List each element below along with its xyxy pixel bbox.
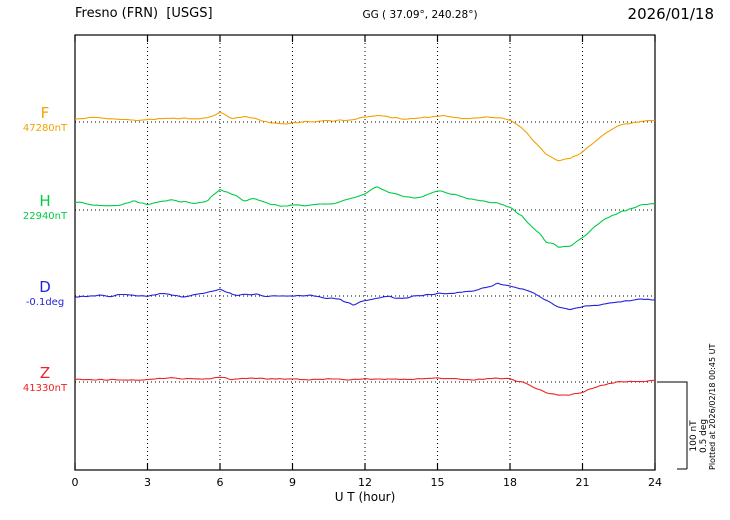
series-label-d: D [39, 278, 51, 296]
trace-f [74, 111, 656, 162]
x-tick-label-12: 12 [358, 476, 372, 489]
x-tick-label-24: 24 [648, 476, 662, 489]
header-station: Fresno (FRN) [USGS] [75, 6, 213, 21]
series-baseline-value-h: 22940nT [22, 211, 68, 222]
x-tick-label-9: 9 [289, 476, 296, 489]
x-tick-label-0: 0 [71, 476, 79, 489]
x-tick-label-3: 3 [144, 476, 151, 489]
x-tick-label-6: 6 [216, 476, 224, 489]
series-baseline-value-z: 41330nT [22, 383, 68, 394]
header-coords: GG ( 37.09°, 240.28°) [362, 9, 478, 21]
plot-frame [74, 34, 656, 471]
scale-bar-label: 100 nT 0.5 deg [689, 419, 709, 453]
series-baseline-value-d: -0.1deg [25, 297, 65, 308]
series-label-f: F [40, 104, 50, 122]
scale-bracket [657, 381, 688, 470]
plotted-at-label: Plotted at 2026/02/18 00:45 UT [708, 343, 717, 470]
x-tick-label-15: 15 [430, 476, 445, 489]
trace-h [74, 186, 656, 248]
trace-z [74, 376, 656, 396]
series-baseline-value-f: 47280nT [22, 123, 68, 134]
series-label-z: Z [39, 364, 51, 382]
trace-d [75, 282, 656, 311]
x-axis-label: U T (hour) [334, 490, 396, 504]
header-date: 2026/01/18 [627, 5, 714, 23]
series-label-h: H [39, 192, 51, 210]
x-tick-label-18: 18 [503, 476, 517, 489]
scale-bar-nt-label: 100 nT [689, 420, 699, 452]
x-tick-label-21: 21 [575, 476, 590, 489]
